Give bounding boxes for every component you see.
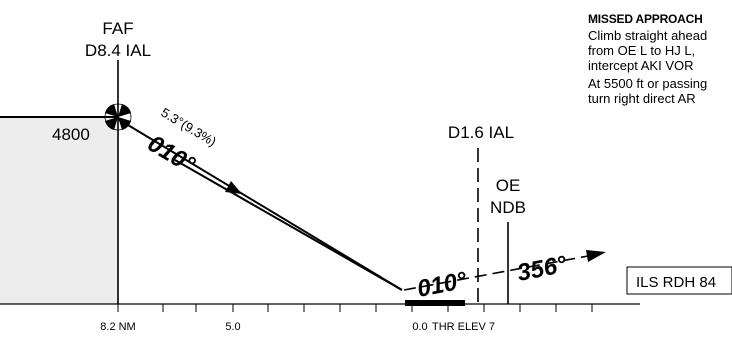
missed-approach-text: MISSED APPROACH Climb straight ahead fro… bbox=[588, 12, 732, 142]
faf-fix-symbol bbox=[104, 103, 132, 131]
d16-label: D1.6 IAL bbox=[448, 123, 514, 142]
runway-course-label: 010° bbox=[415, 267, 469, 303]
missed-approach-path bbox=[403, 255, 589, 291]
min-altitude-shaded-area bbox=[0, 117, 118, 304]
distance-label-8-2: 8.2 NM bbox=[100, 321, 135, 333]
distance-label-0: 0.0 bbox=[412, 321, 427, 333]
missed-course-label: 356° bbox=[515, 251, 569, 287]
glidepath-arrow-icon bbox=[225, 181, 242, 194]
thr-elev-label: THR ELEV 7 bbox=[432, 321, 495, 333]
runway-bar bbox=[405, 300, 465, 306]
ils-rdh-box bbox=[626, 266, 732, 295]
fix-altitude-label: 4800 bbox=[52, 125, 90, 144]
ndb-ident-label: OE bbox=[496, 176, 521, 195]
distance-label-5: 5.0 bbox=[225, 321, 240, 333]
glidepath-line-upper bbox=[117, 118, 403, 291]
missed-approach-arrow-icon bbox=[586, 250, 606, 262]
ndb-type-label: NDB bbox=[490, 198, 526, 217]
missed-approach-line-4: At 5500 ft or passing bbox=[588, 76, 708, 91]
faf-distance-label: D8.4 IAL bbox=[85, 41, 151, 60]
missed-approach-line-1: Climb straight ahead bbox=[588, 28, 708, 43]
ils-rdh-label: ILS RDH 84 bbox=[636, 274, 716, 291]
missed-approach-line-5: turn right direct AR bbox=[588, 91, 696, 106]
distance-ticks bbox=[117, 304, 593, 312]
missed-approach-line-3: intercept AKI VOR bbox=[588, 58, 694, 73]
missed-approach-title: MISSED APPROACH bbox=[588, 12, 703, 26]
faf-label: FAF bbox=[102, 19, 133, 38]
final-course-label: 010° bbox=[143, 130, 200, 179]
glidepath-line-lower bbox=[174, 159, 403, 291]
missed-approach-line-2: from OE L to HJ L, bbox=[588, 43, 696, 58]
